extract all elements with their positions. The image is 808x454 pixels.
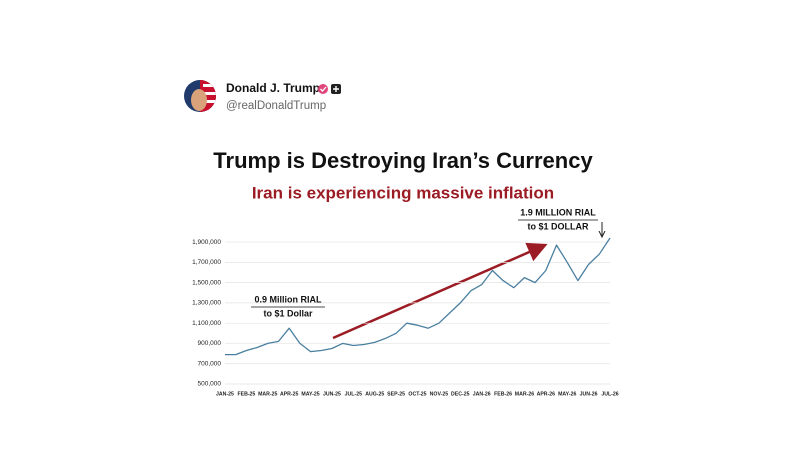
- verified-badge: [318, 84, 328, 94]
- annotation: 1.9 MILLION RIAL: [520, 207, 596, 217]
- x-tick-label: JUL-26: [601, 391, 618, 397]
- annotation: to $1 Dollar: [263, 308, 313, 318]
- x-tick-label: JAN-25: [216, 391, 234, 397]
- annotation: to $1 DOLLAR: [527, 221, 589, 231]
- x-tick-label: JAN-26: [473, 391, 491, 397]
- x-tick-label: APR-25: [280, 391, 299, 397]
- y-tick-label: 1,900,000: [192, 239, 221, 246]
- chart-subtitle: Iran is experiencing massive inflation: [252, 183, 554, 202]
- x-tick-label: JUN-26: [580, 391, 598, 397]
- x-tick-label: FEB-26: [494, 391, 512, 397]
- x-tick-label: FEB-25: [237, 391, 255, 397]
- author-handle[interactable]: @realDonaldTrump: [226, 100, 326, 112]
- x-tick-label: MAR-25: [258, 391, 277, 397]
- avatar[interactable]: [184, 80, 216, 112]
- badge-check: [320, 86, 327, 92]
- y-tick-label: 1,100,000: [192, 320, 221, 327]
- x-tick-label: NOV-25: [430, 391, 449, 397]
- y-tick-label: 1,700,000: [192, 259, 221, 266]
- trend-arrow: [332, 242, 548, 340]
- x-tick-label: MAR-26: [515, 391, 534, 397]
- author-name[interactable]: Donald J. Trump: [226, 81, 320, 95]
- x-tick-label: SEP-25: [387, 391, 405, 397]
- annotation: 0.9 Million RIAL: [254, 294, 322, 304]
- x-tick-label: DEC-25: [451, 391, 470, 397]
- affiliation-plus: [333, 86, 339, 92]
- x-tick-label: JUL-25: [345, 391, 362, 397]
- x-tick-label: MAY-25: [301, 391, 319, 397]
- x-tick-label: AUG-25: [365, 391, 384, 397]
- chart-title: Trump is Destroying Iran’s Currency: [213, 148, 593, 173]
- x-tick-label: MAY-26: [558, 391, 576, 397]
- y-tick-label: 1,300,000: [192, 300, 221, 307]
- x-tick-label: OCT-25: [408, 391, 426, 397]
- y-tick-label: 1,500,000: [192, 279, 221, 286]
- y-tick-label: 500,000: [198, 381, 222, 388]
- x-tick-label: JUN-25: [323, 391, 341, 397]
- y-tick-label: 700,000: [198, 360, 222, 367]
- y-tick-label: 900,000: [198, 340, 222, 347]
- x-tick-label: APR-26: [537, 391, 556, 397]
- data-line: [225, 237, 611, 356]
